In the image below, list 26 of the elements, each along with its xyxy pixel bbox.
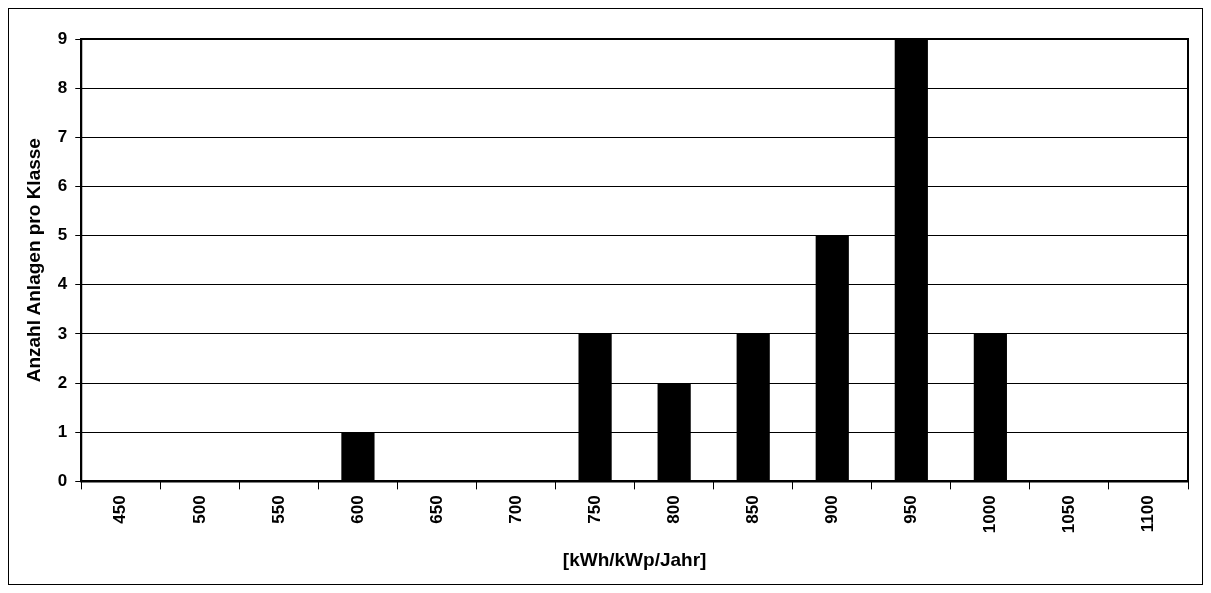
x-tick-label: 600: [347, 495, 367, 524]
x-axis-title: [kWh/kWp/Jahr]: [562, 548, 707, 570]
x-tick-label: 1000: [980, 495, 1000, 534]
y-tick-label: 4: [57, 274, 68, 294]
x-tick-label: 650: [426, 495, 446, 524]
y-tick-label: 1: [57, 421, 68, 441]
x-tick-label: 850: [742, 495, 762, 524]
x-tick-label: 750: [584, 495, 604, 524]
x-tick-label: 950: [901, 495, 920, 524]
y-tick-label: 3: [57, 323, 68, 343]
x-tick-label: 900: [821, 495, 841, 524]
x-tick-label: 700: [505, 495, 525, 524]
x-tick-label: 450: [110, 495, 130, 524]
y-axis-title: Anzahl Anlagen pro Klasse: [22, 138, 44, 383]
x-tick-label: 800: [663, 495, 683, 524]
y-tick-label: 2: [57, 372, 68, 392]
x-tick-label: 1050: [1059, 495, 1079, 534]
x-tick-label: 500: [189, 495, 209, 524]
y-tick-label: 7: [57, 126, 68, 146]
x-tick-label: 550: [268, 495, 288, 524]
y-tick-label: 9: [57, 28, 68, 48]
x-tick-label: 1100: [1138, 495, 1158, 533]
y-tick-label: 5: [57, 225, 68, 245]
y-tick-label: 8: [57, 77, 68, 97]
y-tick-label: 0: [57, 471, 68, 491]
y-tick-label: 6: [57, 176, 68, 196]
